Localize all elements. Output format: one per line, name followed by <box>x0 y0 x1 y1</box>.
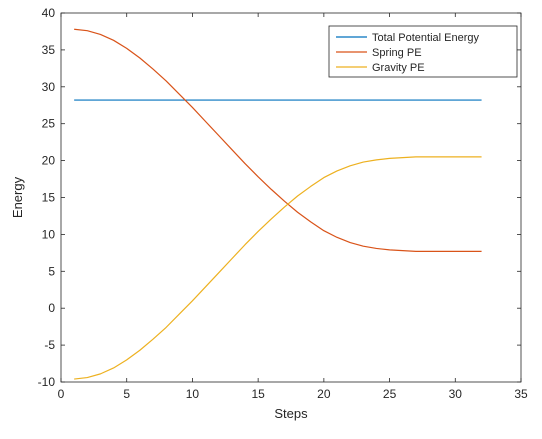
x-tick-label: 15 <box>251 387 265 401</box>
y-tick-label: 30 <box>42 80 56 94</box>
y-tick-label: 40 <box>42 6 56 20</box>
x-tick-label: 25 <box>383 387 397 401</box>
y-tick-label: 20 <box>42 154 56 168</box>
y-tick-label: 25 <box>42 117 56 131</box>
x-tick-label: 5 <box>123 387 130 401</box>
y-axis-label: Energy <box>10 176 25 218</box>
x-tick-label: 30 <box>449 387 463 401</box>
y-tick-label: -10 <box>38 375 56 389</box>
tick-marks <box>60 12 522 383</box>
x-tick-label: 20 <box>317 387 331 401</box>
y-tick-label: 35 <box>42 43 56 57</box>
tick-labels: 0 5 10 15 20 25 30 35 -10 -5 0 5 10 15 20 25 30 35 40 <box>38 6 528 401</box>
series-line-spring-pe <box>74 28 482 252</box>
series-layer <box>74 28 482 380</box>
y-tick-label: -5 <box>44 338 55 352</box>
x-tick-label: 0 <box>58 387 65 401</box>
legend: Total Potential Energy Spring PE Gravity P… <box>328 25 518 78</box>
x-tick-label: 10 <box>186 387 200 401</box>
x-tick-label: 35 <box>514 387 528 401</box>
y-tick-label: 15 <box>42 191 56 205</box>
legend-entry-gravity-pe: Gravity PE <box>372 62 425 74</box>
series-line-gravity-pe <box>74 156 482 380</box>
y-tick-label: 10 <box>42 227 56 241</box>
y-tick-label: 0 <box>48 301 55 315</box>
legend-entry-spring-pe: Spring PE <box>372 47 422 59</box>
x-axis-label: Steps <box>274 406 308 421</box>
y-tick-label: 5 <box>48 264 55 278</box>
legend-entry-total-potential-energy: Total Potential Energy <box>372 32 480 44</box>
